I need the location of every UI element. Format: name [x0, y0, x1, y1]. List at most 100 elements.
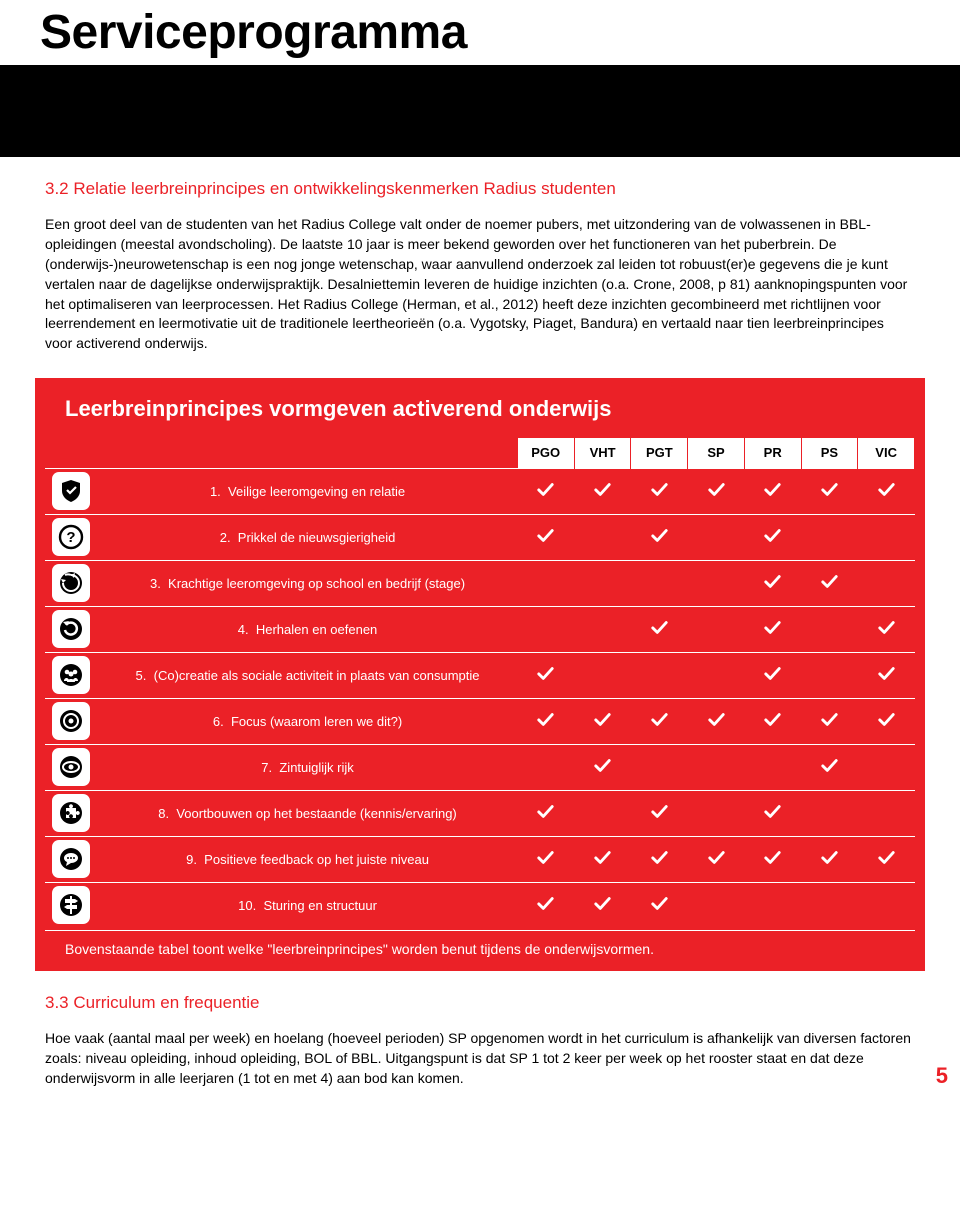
matrix-cell	[744, 514, 801, 560]
principle-label: 3. Krachtige leeromgeving op school en b…	[98, 560, 518, 606]
matrix-cell	[744, 882, 801, 928]
check-icon	[708, 716, 725, 731]
check-icon	[764, 624, 781, 639]
speech-icon	[52, 840, 90, 878]
matrix-cell	[574, 652, 631, 698]
principle-label: 5. (Co)creatie als sociale activiteit in…	[98, 652, 518, 698]
matrix-cell	[574, 790, 631, 836]
matrix-cell	[858, 790, 915, 836]
matrix-cell	[631, 468, 688, 514]
check-icon	[537, 900, 554, 915]
matrix-cell	[858, 514, 915, 560]
matrix-cell	[858, 606, 915, 652]
matrix-cell	[801, 698, 858, 744]
section-3-3: 3.3 Curriculum en frequentie Hoe vaak (a…	[0, 971, 960, 1099]
header-band	[0, 65, 960, 157]
matrix-col-ps: PS	[801, 438, 858, 468]
check-icon	[878, 486, 895, 501]
check-icon	[537, 670, 554, 685]
matrix-cell	[858, 468, 915, 514]
table-row: 9. Positieve feedback op het juiste nive…	[45, 836, 915, 882]
cycle-icon	[52, 564, 90, 602]
shield-icon	[52, 472, 90, 510]
check-icon	[878, 670, 895, 685]
matrix-cell	[744, 744, 801, 790]
matrix-title: Leerbreinprincipes vormgeven activerend …	[45, 396, 915, 422]
section-body-33: Hoe vaak (aantal maal per week) en hoela…	[45, 1029, 915, 1089]
check-icon	[651, 854, 668, 869]
matrix-cell	[574, 468, 631, 514]
principle-label: 8. Voortbouwen op het bestaande (kennis/…	[98, 790, 518, 836]
check-icon	[594, 762, 611, 777]
matrix-cell	[631, 652, 688, 698]
matrix-cell	[574, 560, 631, 606]
check-icon	[651, 808, 668, 823]
check-icon	[708, 486, 725, 501]
check-icon	[878, 624, 895, 639]
matrix-col-vht: VHT	[574, 438, 631, 468]
eye-icon	[52, 748, 90, 786]
principle-label: 4. Herhalen en oefenen	[98, 606, 518, 652]
matrix-cell	[631, 606, 688, 652]
check-icon	[651, 900, 668, 915]
check-icon	[537, 854, 554, 869]
repeat-icon	[52, 610, 90, 648]
check-icon	[878, 716, 895, 731]
check-icon	[821, 854, 838, 869]
check-icon	[594, 854, 611, 869]
matrix-cell	[518, 468, 575, 514]
principle-label: 2. Prikkel de nieuwsgierigheid	[98, 514, 518, 560]
matrix-cell	[801, 652, 858, 698]
check-icon	[764, 716, 781, 731]
matrix-cell	[518, 744, 575, 790]
matrix-cell	[574, 882, 631, 928]
principle-label: 6. Focus (waarom leren we dit?)	[98, 698, 518, 744]
matrix-cell	[574, 836, 631, 882]
matrix-cell	[631, 744, 688, 790]
matrix-cell	[688, 560, 745, 606]
matrix-cell	[858, 882, 915, 928]
matrix-col-pgo: PGO	[518, 438, 575, 468]
check-icon	[537, 808, 554, 823]
matrix-cell	[744, 698, 801, 744]
matrix-cell	[744, 836, 801, 882]
matrix-cell	[518, 560, 575, 606]
matrix-cell	[518, 606, 575, 652]
check-icon	[594, 486, 611, 501]
table-row: 6. Focus (waarom leren we dit?)	[45, 698, 915, 744]
section-body-32: Een groot deel van de studenten van het …	[45, 215, 915, 354]
matrix-cell	[744, 790, 801, 836]
check-icon	[821, 716, 838, 731]
matrix-cell	[801, 468, 858, 514]
matrix-cell	[801, 836, 858, 882]
matrix-cell	[688, 698, 745, 744]
matrix-cell	[574, 606, 631, 652]
matrix-cell	[801, 606, 858, 652]
matrix-cell	[518, 790, 575, 836]
matrix-cell	[688, 468, 745, 514]
section-heading-33: 3.3 Curriculum en frequentie	[45, 993, 915, 1013]
matrix-cell	[858, 652, 915, 698]
page-number: 5	[936, 1063, 948, 1089]
signpost-icon	[52, 886, 90, 924]
check-icon	[537, 532, 554, 547]
table-row: 2. Prikkel de nieuwsgierigheid	[45, 514, 915, 560]
check-icon	[651, 532, 668, 547]
matrix-cell	[631, 836, 688, 882]
target-icon	[52, 702, 90, 740]
check-icon	[764, 670, 781, 685]
matrix-cell	[631, 882, 688, 928]
matrix-cell	[858, 744, 915, 790]
matrix-cell	[801, 744, 858, 790]
section-heading-32: 3.2 Relatie leerbreinprincipes en ontwik…	[45, 179, 915, 199]
matrix-cell	[518, 836, 575, 882]
matrix-cell	[688, 514, 745, 560]
table-row: 10. Sturing en structuur	[45, 882, 915, 928]
table-row: 3. Krachtige leeromgeving op school en b…	[45, 560, 915, 606]
puzzle-icon	[52, 794, 90, 832]
check-icon	[764, 854, 781, 869]
matrix-cell	[688, 882, 745, 928]
table-row: 5. (Co)creatie als sociale activiteit in…	[45, 652, 915, 698]
people-icon	[52, 656, 90, 694]
question-icon	[52, 518, 90, 556]
